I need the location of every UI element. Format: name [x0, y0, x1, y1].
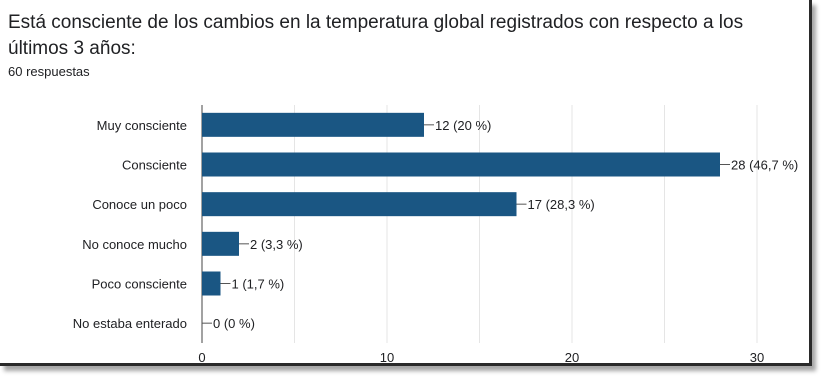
x-tick-label: 10 — [380, 350, 394, 365]
data-label: 17 (28,3 %) — [528, 197, 595, 212]
question-title: Está consciente de los cambios en la tem… — [8, 12, 744, 59]
bar — [202, 152, 720, 177]
bar — [202, 192, 517, 217]
category-label: Consciente — [122, 158, 187, 173]
category-label: Poco consciente — [92, 277, 187, 292]
x-tick-label: 20 — [565, 350, 579, 365]
bar-chart: 0 10 20 30 Muy consciente 12 (20 %) Consciente… — [73, 105, 798, 365]
category-label: Muy consciente — [97, 118, 187, 133]
bar — [202, 231, 239, 256]
x-tick-label: 30 — [750, 350, 764, 365]
grid-layer — [201, 105, 758, 343]
category-label: Conoce un poco — [92, 197, 187, 212]
data-label: 12 (20 %) — [435, 118, 491, 133]
data-label: 0 (0 %) — [213, 316, 255, 331]
bar-layer — [202, 112, 720, 296]
label-layer: 0 10 20 30 Muy consciente 12 (20 %) Consciente… — [73, 118, 798, 365]
data-label: 28 (46,7 %) — [731, 158, 798, 173]
data-label: 2 (3,3 %) — [250, 237, 303, 252]
category-label: No estaba enterado — [73, 316, 187, 331]
data-label: 1 (1,7 %) — [232, 277, 285, 292]
x-tick-label: 0 — [198, 350, 205, 365]
response-count: 60 respuestas — [8, 64, 90, 79]
question-card: Está consciente de los cambios en la tem… — [0, 0, 812, 366]
bar — [202, 112, 424, 137]
bar — [202, 271, 221, 296]
category-label: No conoce mucho — [82, 237, 187, 252]
